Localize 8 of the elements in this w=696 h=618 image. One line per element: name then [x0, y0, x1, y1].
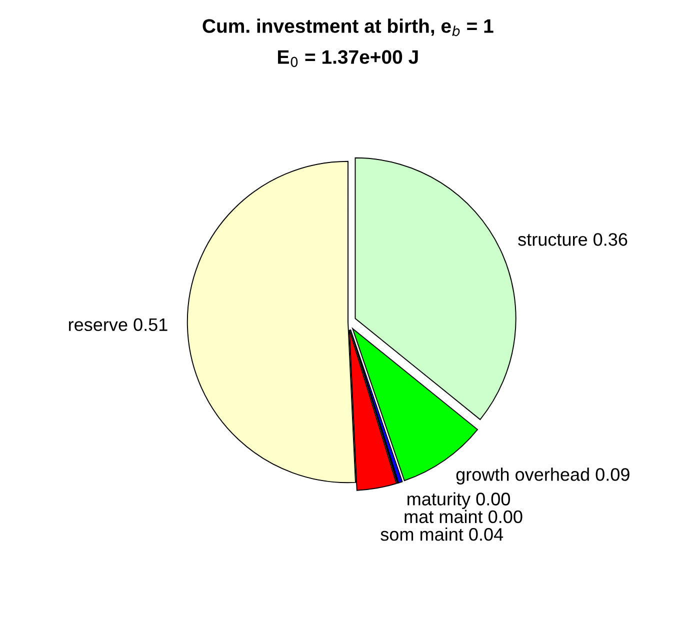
chart-title: Cum. investment at birth, e$_{b}$ = 1 — [202, 18, 494, 36]
slice-label: structure 0.36 — [518, 233, 628, 246]
slice-label: maturity 0.00 — [408, 492, 510, 510]
slice-label: reserve 0.51 — [69, 318, 168, 332]
slice-label: mat maint 0.00 — [404, 510, 522, 524]
slice-label: som maint 0.04 — [380, 528, 504, 541]
slice-label: growth overhead 0.09 — [456, 468, 630, 484]
chart-subtitle: E$_{0}$ = 1.37e+00 J — [278, 50, 418, 68]
